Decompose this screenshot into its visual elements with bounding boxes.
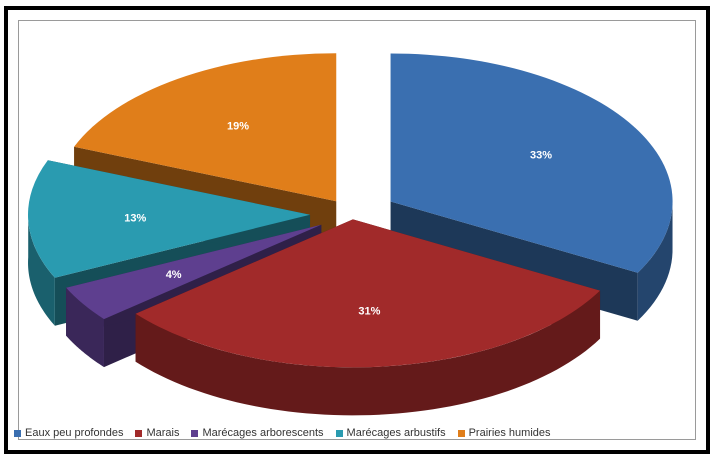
legend-swatch: [14, 429, 21, 437]
legend-label: Prairies humides: [468, 427, 551, 439]
pie-slice: [74, 53, 337, 202]
slice-label: 31%: [358, 306, 380, 318]
pie-slice: [66, 224, 322, 320]
legend-item-arborescents: Marécages arborescents: [191, 427, 324, 439]
pie-slice: [135, 219, 601, 368]
pie-tops: [28, 53, 673, 368]
chart-area: [18, 20, 696, 440]
legend-swatch: [191, 429, 199, 437]
legend-item-prairies: Prairies humides: [457, 427, 551, 439]
slice-label: 19%: [227, 120, 249, 132]
legend-swatch: [335, 429, 343, 437]
legend-item-marais: Marais: [135, 427, 179, 439]
slice-side: [28, 209, 55, 326]
legend: Eaux peu profondes Marais Marécages arbo…: [14, 424, 704, 442]
pie-labels: 33% 31% 4% 13% 19%: [124, 120, 552, 317]
legend-label: Marais: [146, 427, 180, 439]
legend-swatch: [135, 429, 143, 437]
slice-label: 4%: [166, 269, 182, 281]
slice-wall: [66, 224, 322, 336]
legend-label: Marécages arborescents: [202, 427, 324, 439]
slice-label: 33%: [530, 150, 552, 162]
pie-slice: [390, 53, 673, 273]
legend-item-eaux: Eaux peu profondes: [14, 427, 123, 439]
slice-side: [637, 199, 673, 321]
legend-swatch: [457, 429, 465, 437]
legend-label: Eaux peu profondes: [25, 427, 124, 439]
slice-side: [135, 290, 601, 416]
legend-item-arbustifs: Marécages arbustifs: [335, 427, 446, 439]
slice-side: [66, 287, 104, 368]
legend-label: Marécages arbustifs: [346, 427, 446, 439]
pie-slice: [28, 160, 311, 278]
slice-label: 13%: [124, 213, 146, 225]
